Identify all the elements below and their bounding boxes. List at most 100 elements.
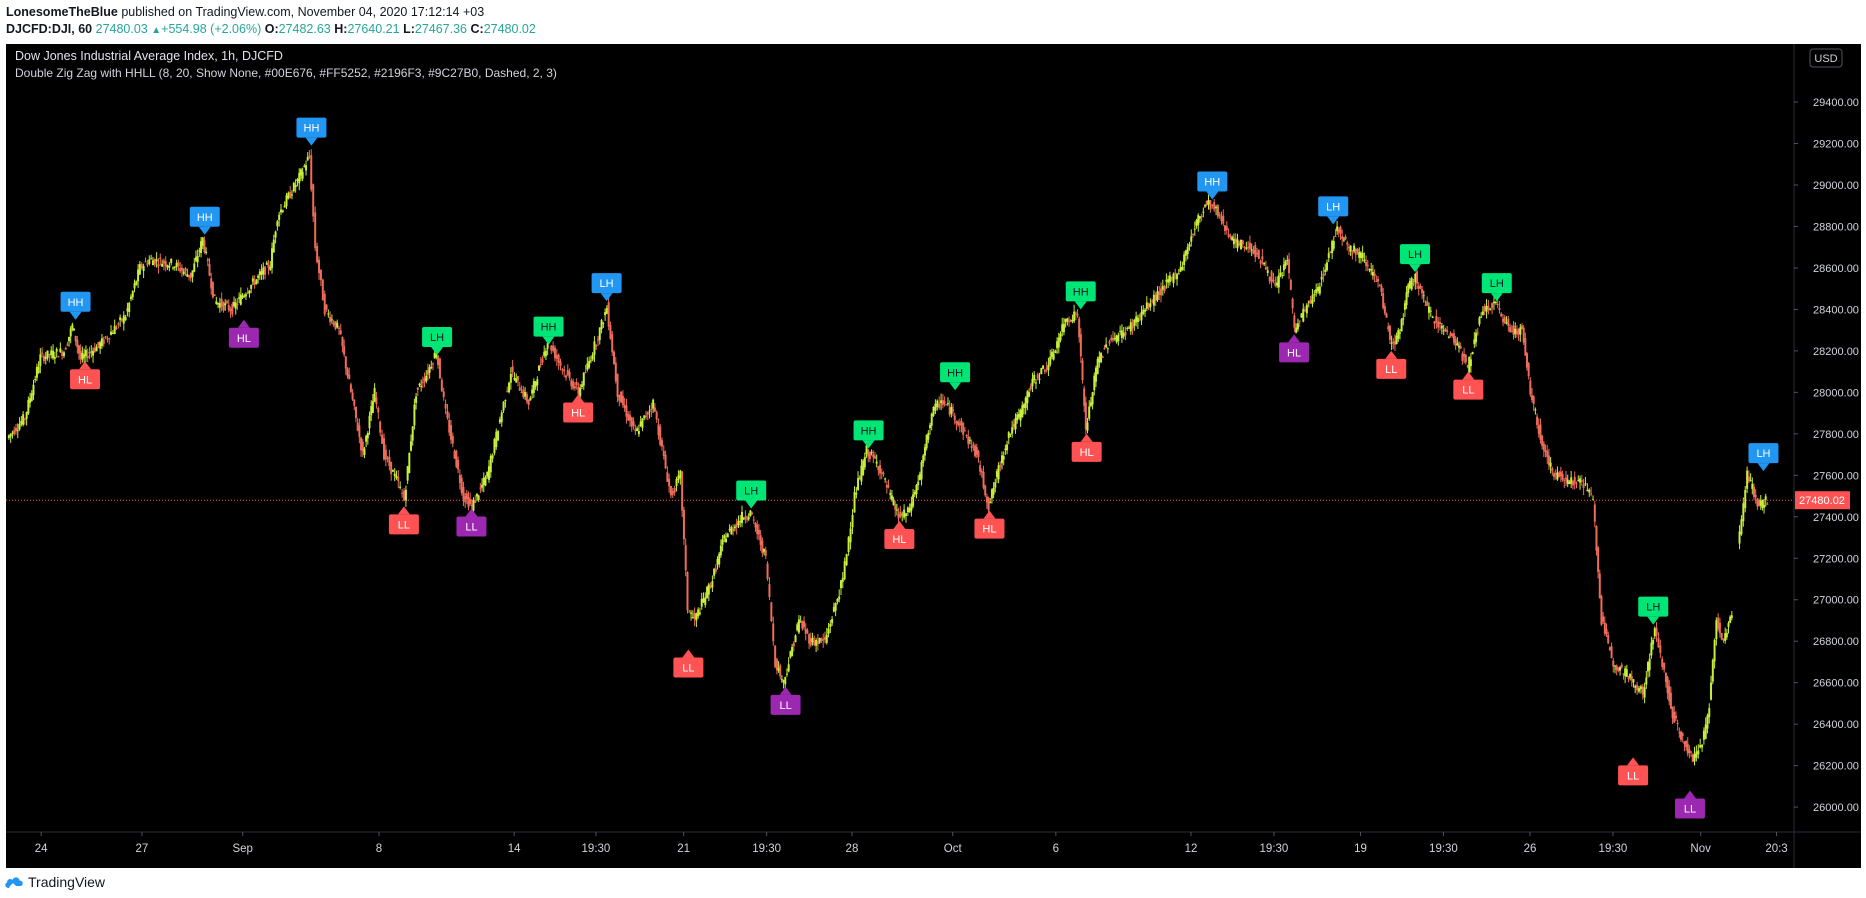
candle-body [1088,406,1091,419]
label-pointer [465,508,478,517]
candle-body [706,586,709,599]
candle-body [388,456,391,467]
candle-body [48,354,51,356]
candle-body [1093,375,1096,391]
candle-body [669,485,672,496]
candle-body [363,448,366,456]
candle-body [1634,685,1637,688]
candle-body [1549,462,1552,467]
candle-body [596,339,599,341]
candle-body [1683,741,1686,745]
candle-body [403,490,406,501]
candle-body [520,392,523,394]
time-axis[interactable]: 24 27 Sep 8 14 19:30 21 19:30 28 Oct 6 12 19:30 19 19:… [35,832,1788,855]
candle-body [1209,200,1212,210]
candle-body [148,259,151,264]
candle-body [108,338,111,340]
candle-body [298,172,301,184]
candle-body [1646,661,1649,672]
candle-body [1544,449,1547,452]
candle-body [787,664,790,672]
candle-body [1325,262,1328,271]
time-tick-label: 19:30 [752,843,781,855]
candle-body [1033,374,1036,381]
candle-body [625,405,628,417]
candle-body [1216,205,1219,217]
candle-body [1492,301,1495,304]
candle-body [1496,304,1499,306]
candle-body [361,441,364,452]
candle-body [173,266,176,268]
candle-body [408,452,411,473]
candle-body [561,369,564,371]
candle-body [1498,308,1501,311]
candle-body [1602,616,1605,622]
candle-body [341,336,344,347]
candle-body [1537,425,1540,434]
last-price-badge-label: 27480.02 [1799,495,1845,507]
candle-body [250,284,253,289]
candle-body [719,545,722,556]
candle-body [1277,275,1280,288]
candle-body [1416,271,1419,284]
candle-body [399,486,402,488]
candle-body [598,327,601,340]
candle-body [1427,306,1430,313]
hhll-label-ll: LL [1453,371,1484,400]
candle-body [1147,303,1150,308]
candle-body [1248,242,1251,249]
candle-body [950,406,953,414]
candle-body [522,389,525,398]
label-box [70,369,101,390]
candle-body [607,302,610,327]
candle-body [889,493,892,495]
candle-body [343,346,346,355]
candle-body [661,440,664,447]
candle-body [1245,247,1248,249]
candle-body [1690,751,1693,753]
currency-badge[interactable]: USD [1809,48,1843,68]
candle-body [1078,318,1081,338]
candle-body [1727,623,1730,628]
candle-body [1397,330,1400,339]
candle-body [349,384,352,392]
tradingview-footer[interactable]: TradingView [4,872,105,892]
candle-body [1154,294,1157,301]
candle-body [1463,353,1466,357]
candle-body [358,425,361,437]
candle-body [1661,658,1664,667]
label-text: HL [1287,347,1301,359]
author-name[interactable]: LonesomeTheBlue [6,5,118,19]
candle-body [1117,334,1120,342]
candle-body [1220,216,1223,222]
candle-body [1624,668,1627,676]
candle-body [1529,380,1532,395]
candle-body [582,372,585,386]
candle-body [1447,336,1450,338]
candle-body [84,349,87,356]
candle-body [508,382,511,393]
candle-body [1370,269,1373,271]
candle-body [1224,225,1227,231]
candle-body [1664,672,1667,682]
candle-body [113,325,116,335]
label-pointer [1288,334,1301,343]
candle-body [458,474,461,483]
candle-body [1076,313,1079,316]
candle-body [1256,252,1259,255]
candle-body [401,492,404,494]
price-chart[interactable]: Dow Jones Industrial Average Index, 1h, … [6,44,1861,868]
candle-body [903,509,906,518]
price-axis[interactable]: 26000.00 26200.00 26400.00 26600.00 26800.00… [1794,97,1859,814]
candle-body [348,374,351,380]
candle-body [557,354,560,363]
candle-body [1064,319,1067,323]
candle-body [86,355,89,359]
candle-body [1382,292,1385,308]
candle-body [475,493,478,497]
candle-body [1442,330,1445,332]
candle-body [946,403,949,405]
candle-body [1531,395,1533,400]
candle-body [11,432,14,434]
candle-body [1519,327,1522,335]
